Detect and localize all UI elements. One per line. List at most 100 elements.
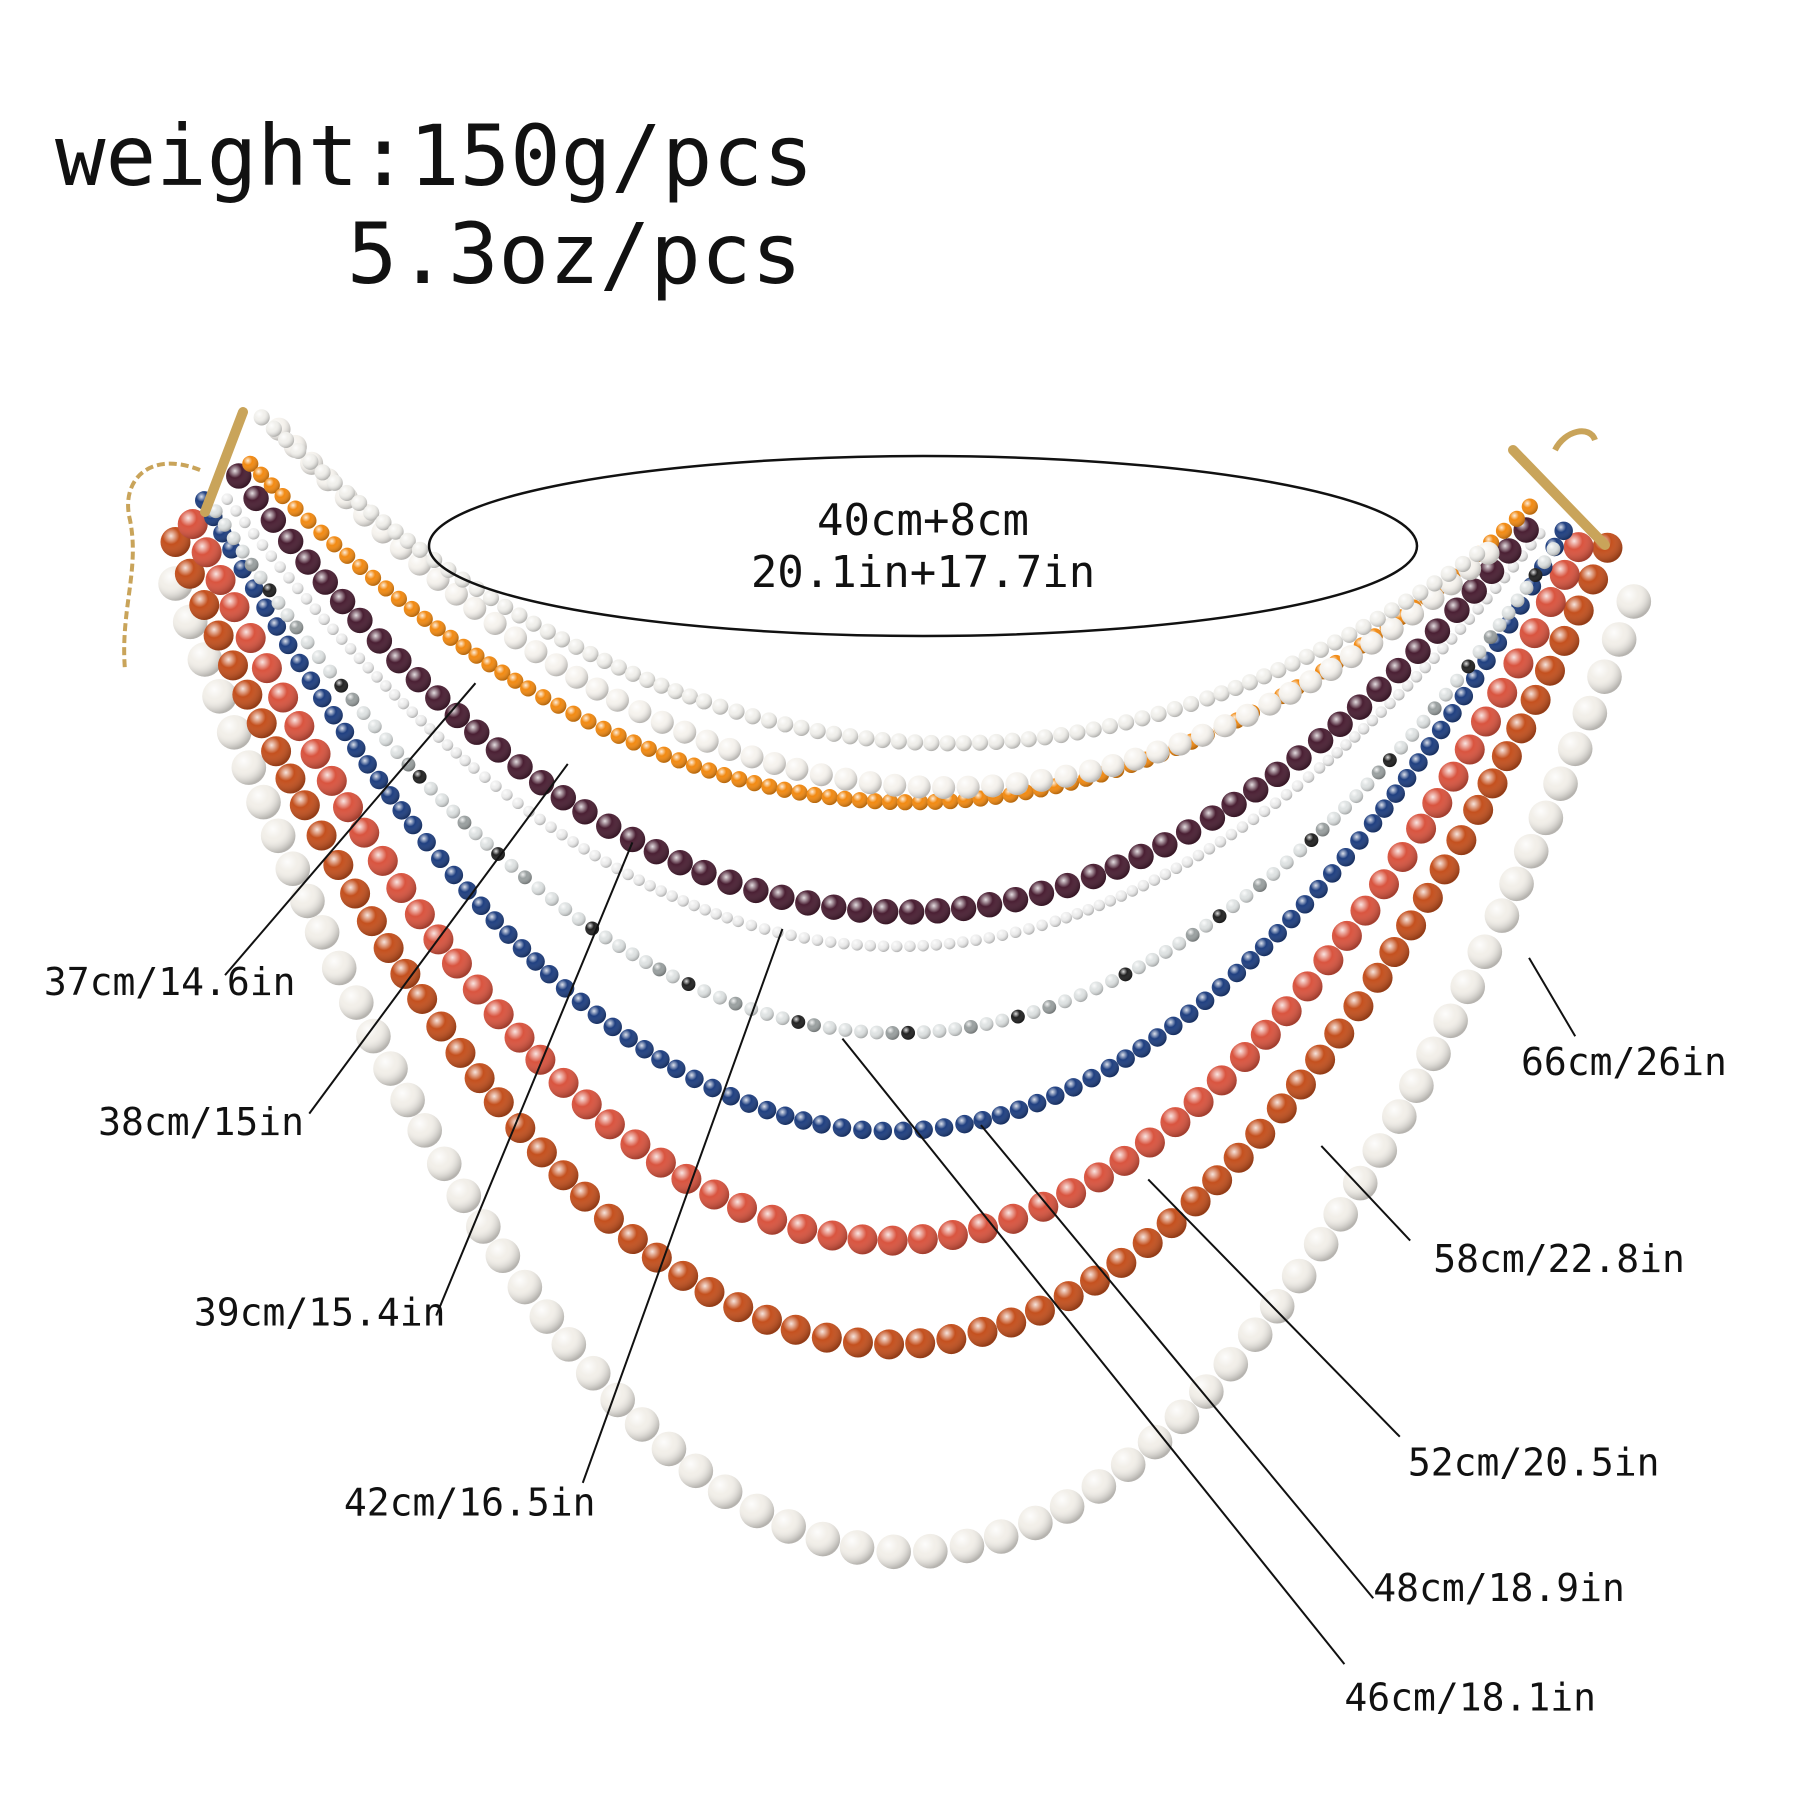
bead-shine xyxy=(362,661,374,674)
bead-shine xyxy=(217,650,248,681)
bead-shine xyxy=(668,1260,699,1291)
bead-shine xyxy=(244,557,259,572)
bead-shine xyxy=(387,523,404,540)
bead-shine xyxy=(1396,910,1427,941)
bead-shine xyxy=(866,793,884,810)
bead-shine xyxy=(485,911,504,930)
bead-shine xyxy=(390,1082,425,1118)
bead-shine xyxy=(316,765,347,796)
bead-shine xyxy=(390,745,405,760)
bead-shine xyxy=(585,677,609,701)
bead-shine xyxy=(806,786,823,804)
bead-shine xyxy=(907,1224,938,1255)
bead-shine xyxy=(1431,720,1451,740)
bead-shine xyxy=(1357,723,1370,735)
bead-shine xyxy=(1355,618,1372,636)
bead-shine xyxy=(1002,886,1029,913)
bead-shine xyxy=(444,702,470,729)
bead-shine xyxy=(572,799,598,825)
bead-shine xyxy=(1285,1069,1316,1100)
bead-shine xyxy=(995,1013,1010,1028)
bead-shine xyxy=(1137,1424,1173,1460)
bead-shine xyxy=(445,1037,476,1068)
bead-shine xyxy=(265,420,282,437)
bead-shine xyxy=(650,710,674,734)
bead-shine xyxy=(528,770,555,796)
bead-shine xyxy=(970,934,982,946)
bead-shine xyxy=(479,836,494,851)
bead-shine xyxy=(1422,788,1453,819)
bead-shine xyxy=(699,904,711,916)
bead-shine xyxy=(1199,805,1226,831)
bead-shine xyxy=(1412,584,1429,601)
bead-shine xyxy=(191,537,222,568)
bead-shine xyxy=(217,517,232,532)
bead-shine xyxy=(1381,1099,1417,1134)
bead-shine xyxy=(569,1181,600,1212)
bead-shine xyxy=(745,919,758,932)
bead-shine xyxy=(1150,705,1167,722)
bead-shine xyxy=(290,653,309,673)
bead-shine xyxy=(787,1213,818,1244)
bead-shine xyxy=(1042,1000,1057,1014)
bead-shine xyxy=(1005,772,1029,796)
bead-shine xyxy=(324,705,343,725)
bead-shine xyxy=(1115,890,1128,902)
bead-shine xyxy=(405,666,432,693)
necklace xyxy=(158,409,1652,1570)
bead-shine xyxy=(463,596,487,620)
bead-shine xyxy=(335,722,355,742)
bead-shine xyxy=(504,1022,535,1053)
bead-shine xyxy=(641,1242,672,1273)
bead-shine xyxy=(624,1407,660,1442)
bead-shine xyxy=(216,714,252,750)
bead-shine xyxy=(916,1025,931,1040)
bead-shine xyxy=(300,635,315,650)
bead-shine xyxy=(1383,602,1400,619)
bead-shine xyxy=(468,762,480,774)
bead-shine xyxy=(874,731,891,749)
bead-shine xyxy=(416,610,433,627)
bead-shine xyxy=(507,1269,543,1305)
bead-shine xyxy=(300,738,331,769)
bead-shine xyxy=(1266,867,1281,881)
length-in: 20.1in+17.7in xyxy=(751,547,1095,598)
bead-shine xyxy=(1331,746,1343,759)
bead-shine xyxy=(1397,768,1417,788)
bead-shine xyxy=(507,672,524,689)
bead-shine xyxy=(483,999,514,1030)
bead-shine xyxy=(534,813,546,826)
bead-shine xyxy=(1060,911,1073,924)
bead-shine xyxy=(740,745,764,769)
bead-shine xyxy=(721,1087,740,1106)
bead-shine xyxy=(334,678,349,693)
bead-shine xyxy=(655,746,672,763)
bead-shine xyxy=(605,688,629,712)
bead-shine xyxy=(363,504,380,521)
bead-shine xyxy=(289,790,320,821)
bead-shine xyxy=(625,734,642,751)
strand-labels: 37cm/14.6in 38cm/15in 39cm/15.4in 42cm/16.5… xyxy=(44,682,1727,1720)
bead-shine xyxy=(338,985,374,1020)
bead-shine xyxy=(1241,951,1260,970)
bead-shine xyxy=(652,962,667,977)
bead-shine xyxy=(761,778,778,795)
bead-shine xyxy=(791,1015,806,1029)
bead-shine xyxy=(231,750,267,785)
bead-shine xyxy=(239,516,251,529)
bead-shine xyxy=(1199,918,1214,933)
bead-shine xyxy=(1339,645,1363,669)
bead-shine xyxy=(1375,799,1394,818)
bead-shine xyxy=(639,671,656,688)
bead-shine xyxy=(444,865,464,885)
bead-shine xyxy=(988,733,1005,750)
bead-shine xyxy=(575,1355,611,1391)
bead-shine xyxy=(949,1528,985,1564)
bead-shine xyxy=(1071,908,1084,920)
bead-shine xyxy=(247,528,260,540)
bead-shine xyxy=(1023,923,1035,935)
bead-shine xyxy=(1105,974,1119,989)
bead-shine xyxy=(464,719,490,745)
bead-shine xyxy=(633,874,645,886)
bead-shine xyxy=(386,647,412,674)
